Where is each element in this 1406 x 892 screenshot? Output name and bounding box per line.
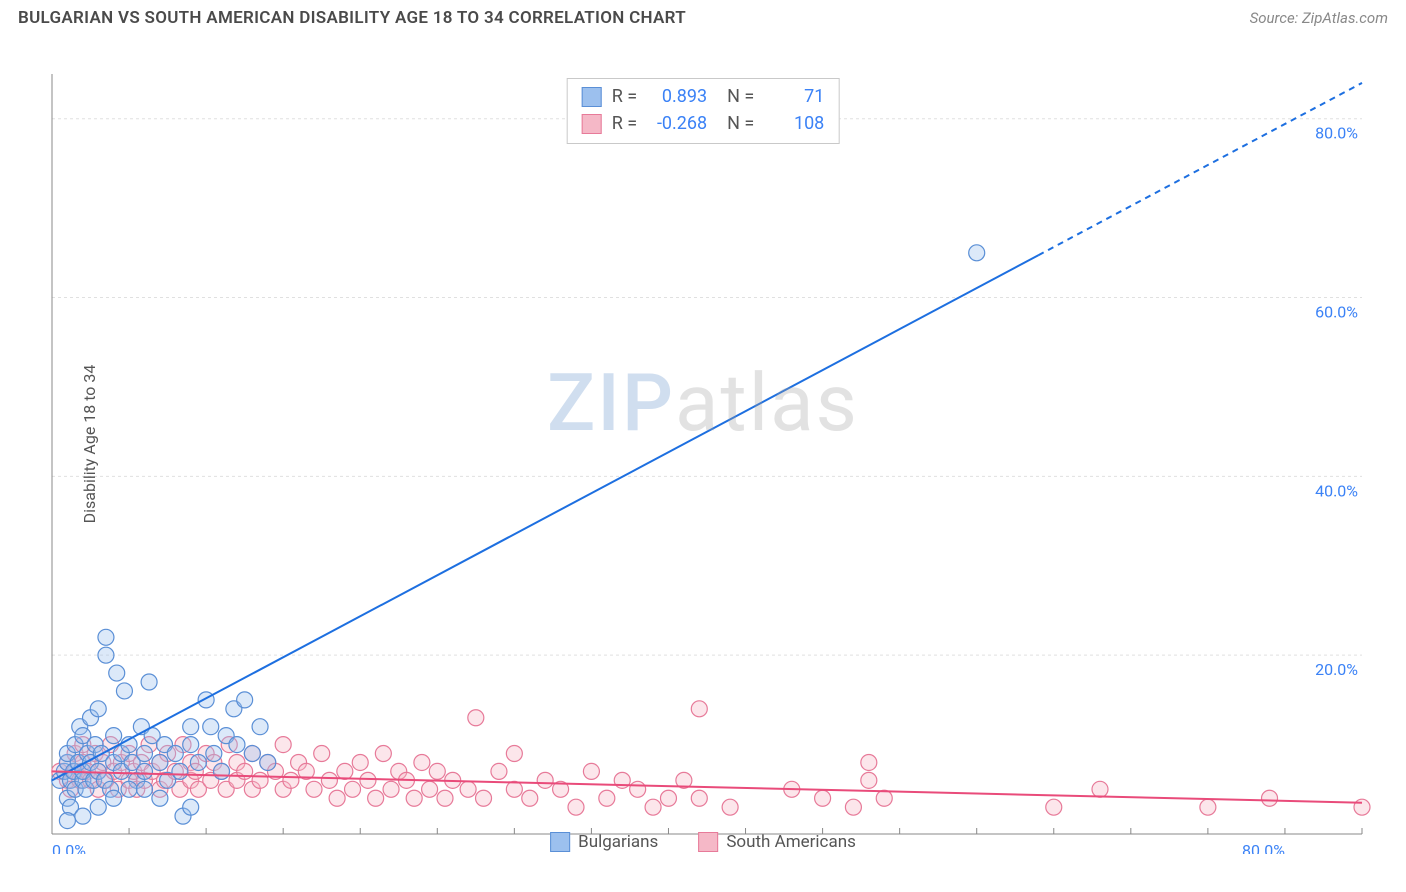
r-value-south-americans: -0.268 (649, 110, 707, 137)
n-value-south-americans: 108 (766, 110, 824, 137)
n-label: N = (727, 110, 754, 137)
svg-text:80.0%: 80.0% (1315, 124, 1358, 143)
n-label: N = (727, 83, 754, 110)
svg-text:20.0%: 20.0% (1315, 660, 1358, 679)
swatch-south-americans (582, 114, 602, 134)
svg-text:80.0%: 80.0% (1242, 841, 1285, 854)
svg-text:0.0%: 0.0% (52, 841, 86, 854)
header: BULGARIAN VS SOUTH AMERICAN DISABILITY A… (0, 0, 1406, 34)
legend-swatch-south-americans (698, 832, 718, 852)
source-attribution: Source: ZipAtlas.com (1250, 9, 1388, 27)
scatter-chart: 20.0% 40.0% 60.0% 80.0% 0.0% 80.0% (0, 34, 1406, 854)
n-value-bulgarians: 71 (766, 83, 824, 110)
legend-label-south-americans: South Americans (726, 832, 856, 852)
bottom-legend: Bulgarians South Americans (550, 832, 856, 852)
svg-text:60.0%: 60.0% (1315, 303, 1358, 322)
stats-row-bulgarians: R = 0.893 N = 71 (582, 83, 825, 110)
r-label: R = (612, 83, 637, 110)
legend-swatch-bulgarians (550, 832, 570, 852)
legend-item-south-americans: South Americans (698, 832, 856, 852)
chart-title: BULGARIAN VS SOUTH AMERICAN DISABILITY A… (18, 8, 686, 28)
svg-text:40.0%: 40.0% (1315, 481, 1358, 500)
correlation-stats-box: R = 0.893 N = 71 R = -0.268 N = 108 (567, 78, 840, 144)
r-value-bulgarians: 0.893 (649, 83, 707, 110)
chart-container: Disability Age 18 to 34 20.0% 40.0% 60.0% 8… (0, 34, 1406, 854)
legend-item-bulgarians: Bulgarians (550, 832, 658, 852)
r-label: R = (612, 110, 637, 137)
stats-row-south-americans: R = -0.268 N = 108 (582, 110, 825, 137)
y-axis-label: Disability Age 18 to 34 (80, 365, 99, 524)
swatch-bulgarians (582, 87, 602, 107)
legend-label-bulgarians: Bulgarians (578, 832, 658, 852)
